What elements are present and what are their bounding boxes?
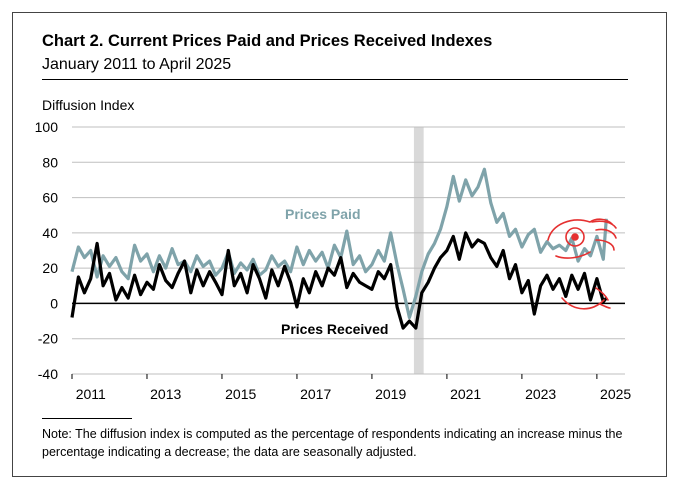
- y-tick-label: 40: [42, 225, 58, 241]
- x-tick-label: 2015: [225, 386, 256, 402]
- x-tick-label: 2017: [300, 386, 331, 402]
- x-tick-label: 2013: [150, 386, 181, 402]
- recession-band: [413, 127, 424, 374]
- chart-frame: [12, 12, 667, 477]
- doodle-head: [547, 218, 613, 241]
- x-tick-label: 2019: [375, 386, 406, 402]
- red-doodle: [547, 218, 617, 310]
- series-line-prices-paid: [70, 167, 608, 320]
- title-rule: [42, 79, 628, 80]
- y-tick-label: 60: [42, 190, 58, 206]
- y-tick-label: 0: [50, 295, 58, 311]
- y-axis-label: Diffusion Index: [42, 97, 135, 113]
- doodle-eye-outer: [565, 227, 585, 247]
- x-tick-label: 2021: [450, 386, 481, 402]
- annotation-prices-received: Prices Received: [281, 321, 388, 337]
- y-tick-label: 100: [35, 119, 59, 135]
- chart-subtitle: January 2011 to April 2025: [42, 56, 232, 73]
- note-rule: [42, 418, 132, 419]
- x-tick-label: 2025: [600, 386, 631, 402]
- chart-note: Note: The diffusion index is computed as…: [42, 427, 623, 459]
- x-tick-label: 2023: [525, 386, 556, 402]
- y-tick-label: -20: [38, 331, 58, 347]
- chart-title: Chart 2. Current Prices Paid and Prices …: [42, 32, 493, 50]
- y-tick-label: 80: [42, 154, 58, 170]
- y-tick-label: -40: [38, 366, 58, 382]
- doodle-feathers: [591, 220, 617, 251]
- y-tick-label: 20: [42, 260, 58, 276]
- doodle-eye-inner: [571, 233, 579, 241]
- doodle-lower: [561, 287, 611, 310]
- x-tick-label: 2011: [76, 386, 106, 402]
- series-line-prices-received: [70, 231, 608, 330]
- annotation-prices-paid: Prices Paid: [285, 206, 361, 222]
- doodle-mouth: [555, 251, 591, 259]
